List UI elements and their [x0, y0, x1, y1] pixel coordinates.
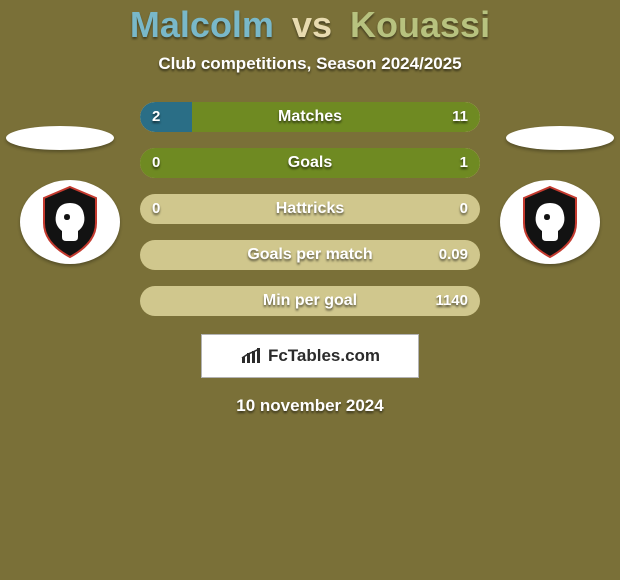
- stat-row: Min per goal1140: [140, 286, 480, 316]
- stat-right-value: 1140: [435, 286, 468, 316]
- club-badge-left: [20, 180, 120, 264]
- stat-label: Matches: [140, 102, 480, 132]
- stat-right-value: 11: [452, 102, 468, 132]
- watermark[interactable]: FcTables.com: [201, 334, 419, 378]
- comparison-card: Malcolm vs Kouassi Club competitions, Se…: [0, 0, 620, 580]
- title-player1: Malcolm: [130, 4, 274, 45]
- stat-row: 0Goals1: [140, 148, 480, 178]
- stat-label: Goals: [140, 148, 480, 178]
- stat-row: 2Matches11: [140, 102, 480, 132]
- stat-label: Min per goal: [140, 286, 480, 316]
- subtitle: Club competitions, Season 2024/2025: [0, 54, 620, 74]
- stat-label: Goals per match: [140, 240, 480, 270]
- shield-lion-icon: [518, 185, 582, 259]
- stat-label: Hattricks: [140, 194, 480, 224]
- title: Malcolm vs Kouassi: [0, 0, 620, 44]
- stat-right-value: 0: [460, 194, 468, 224]
- club-badge-right: [500, 180, 600, 264]
- stat-right-value: 0.09: [439, 240, 468, 270]
- stat-row: 0Hattricks0: [140, 194, 480, 224]
- stat-right-value: 1: [460, 148, 468, 178]
- title-vs: vs: [292, 4, 332, 45]
- stat-row: Goals per match0.09: [140, 240, 480, 270]
- flag-right-placeholder: [506, 126, 614, 150]
- shield-lion-icon: [38, 185, 102, 259]
- watermark-label: FcTables.com: [268, 346, 380, 366]
- title-player2: Kouassi: [350, 4, 490, 45]
- flag-left-placeholder: [6, 126, 114, 150]
- chart-bars-icon: [240, 347, 262, 365]
- date: 10 november 2024: [0, 396, 620, 416]
